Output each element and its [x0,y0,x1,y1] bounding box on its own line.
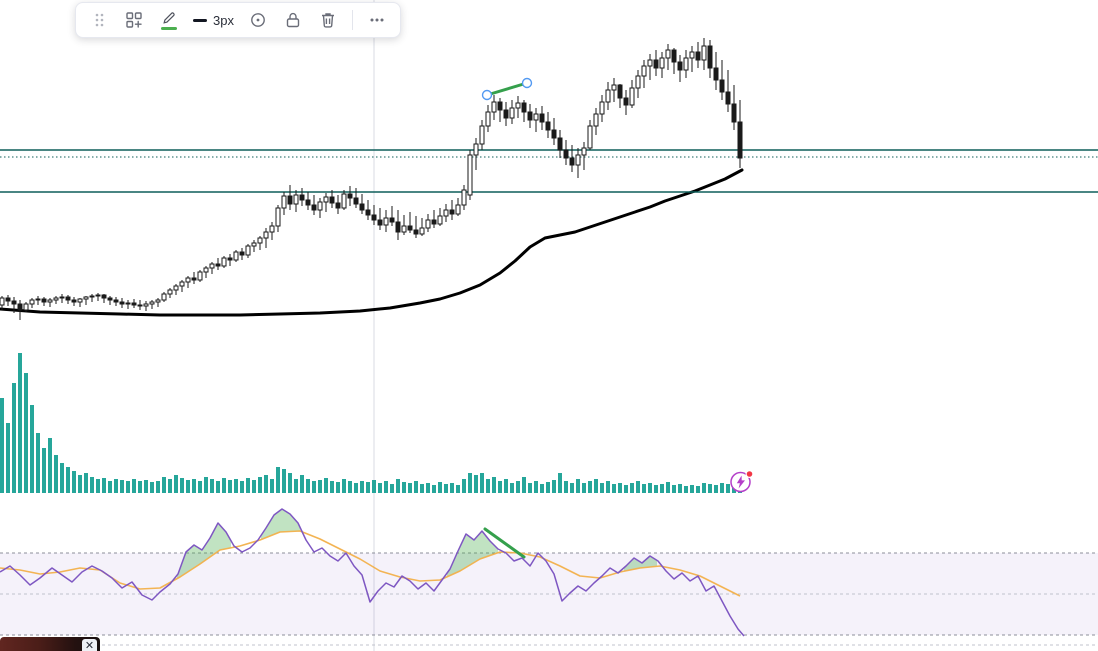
toolbar-separator [351,10,353,30]
visibility-button[interactable] [247,7,269,33]
line-width-label: 3px [213,12,234,28]
flash-icon[interactable] [729,469,754,494]
line-width-button[interactable]: 3px [193,7,234,33]
webcam-close-button[interactable]: ✕ [82,639,97,651]
delete-button[interactable] [317,7,339,33]
more-options-button[interactable] [366,7,388,33]
drawing-toolbar: 3px [75,2,401,38]
drag-handle[interactable] [88,7,110,33]
lock-button[interactable] [282,7,304,33]
line-width-sample [193,18,207,22]
pencil-active-color [161,26,177,30]
trash-icon [321,13,334,28]
pencil-icon [163,11,175,24]
template-icon[interactable] [123,7,145,33]
ellipsis-icon [370,18,384,22]
webcam-overlay: ✕ [0,637,100,651]
circle-dot-icon [251,13,265,27]
lock-icon [286,12,300,28]
pencil-color-button[interactable] [158,7,180,33]
